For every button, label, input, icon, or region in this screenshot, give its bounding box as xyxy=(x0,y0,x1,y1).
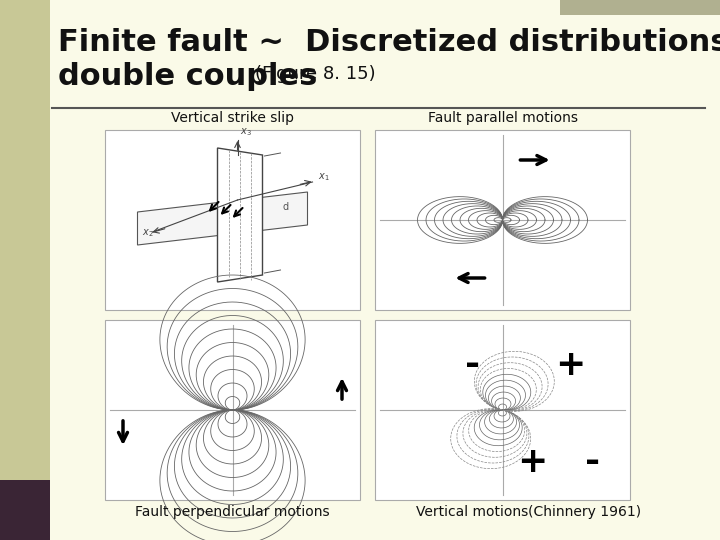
Text: $x_3$: $x_3$ xyxy=(240,126,251,138)
Bar xyxy=(375,130,630,310)
Polygon shape xyxy=(138,192,307,245)
Text: -: - xyxy=(585,445,600,479)
Text: $x_1$: $x_1$ xyxy=(318,171,329,183)
Text: $x_2$: $x_2$ xyxy=(143,227,154,239)
Polygon shape xyxy=(217,148,263,282)
Bar xyxy=(0,480,50,540)
Bar xyxy=(0,0,50,540)
Text: Fault parallel motions: Fault parallel motions xyxy=(428,111,577,125)
Text: Fault perpendicular motions: Fault perpendicular motions xyxy=(135,505,330,519)
Bar xyxy=(105,130,360,310)
Text: (Figure 8. 15): (Figure 8. 15) xyxy=(255,65,376,83)
Text: +: + xyxy=(555,348,585,382)
Text: double couples: double couples xyxy=(58,62,318,91)
Text: d: d xyxy=(282,202,289,212)
Text: Finite fault ∼  Discretized distributions of: Finite fault ∼ Discretized distributions… xyxy=(58,28,720,57)
Text: +: + xyxy=(517,445,548,479)
Text: (Chinnery 1961): (Chinnery 1961) xyxy=(528,505,641,519)
Text: Vertical motions: Vertical motions xyxy=(415,505,528,519)
Bar xyxy=(105,320,360,500)
Bar xyxy=(560,0,720,15)
Bar xyxy=(375,320,630,500)
Text: -: - xyxy=(465,348,480,382)
Text: Vertical strike slip: Vertical strike slip xyxy=(171,111,294,125)
